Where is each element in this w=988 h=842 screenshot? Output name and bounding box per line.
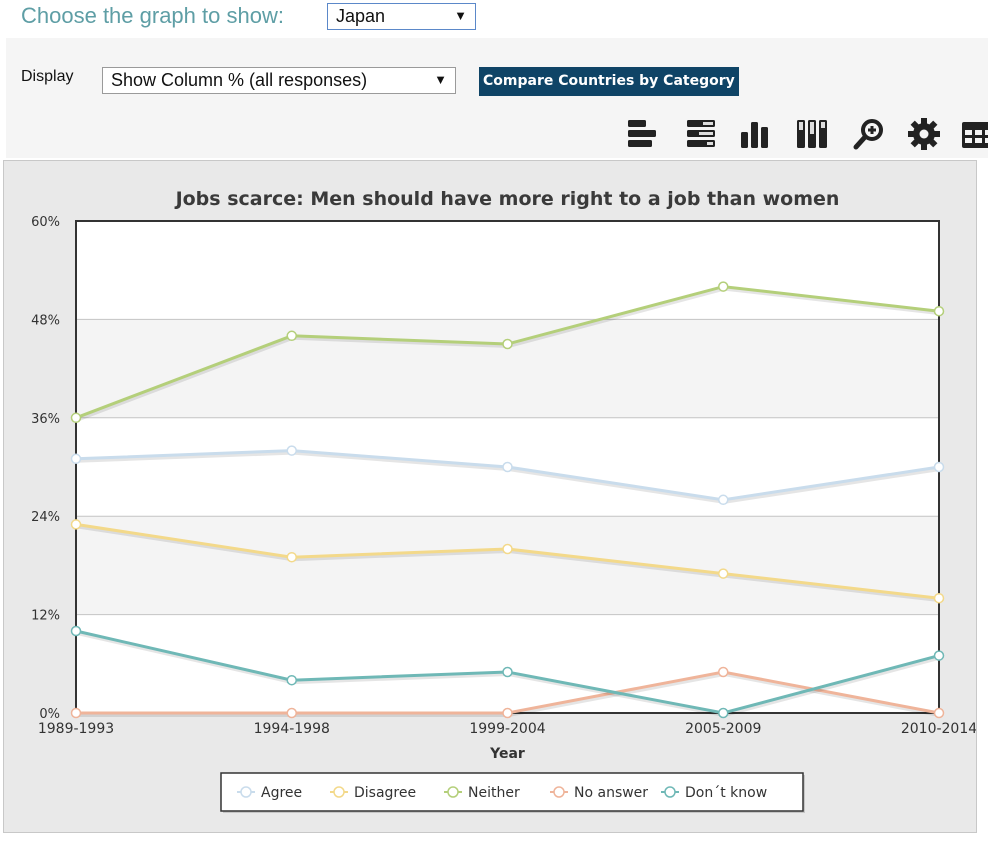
y-tick-label: 60% <box>31 215 60 230</box>
chevron-down-icon: ▼ <box>454 8 467 23</box>
data-point <box>502 707 513 719</box>
x-axis-title: Year <box>489 746 525 762</box>
horizontal-bar-chart-icon[interactable] <box>624 116 660 152</box>
legend-marker <box>447 786 459 798</box>
x-tick-label: 1994-1998 <box>254 721 330 737</box>
gear-icon[interactable] <box>906 116 942 152</box>
country-select-value: Japan <box>336 6 386 26</box>
stacked-horizontal-bar-icon[interactable] <box>683 116 719 152</box>
data-point <box>70 412 82 424</box>
table-icon[interactable] <box>958 116 988 152</box>
line-chart: 0% 12% 24% 36% 48% 60% 1989-1993 1994-1998 1999-… <box>31 188 976 813</box>
data-point <box>70 453 82 465</box>
y-tick-label: 12% <box>31 609 60 624</box>
display-select-value: Show Column % (all responses) <box>111 70 368 90</box>
data-point <box>933 461 945 473</box>
plot-band <box>76 319 939 418</box>
data-point <box>502 338 513 350</box>
data-point <box>718 666 729 678</box>
vertical-bar-chart-icon[interactable] <box>738 116 774 152</box>
y-tick-label: 36% <box>31 412 60 427</box>
data-point <box>933 305 945 317</box>
legend-item-label: No answer <box>574 785 648 801</box>
legend-item-label: Don´t know <box>685 785 767 801</box>
data-point <box>718 494 729 506</box>
data-point <box>286 707 297 719</box>
zoom-icon[interactable] <box>851 116 887 152</box>
data-point <box>286 330 297 342</box>
legend-item-label: Neither <box>468 785 520 801</box>
chart-toolbar: Display Show Column % (all responses) ▼ … <box>6 38 988 158</box>
data-point <box>286 551 297 563</box>
legend-marker <box>333 786 345 798</box>
chart-title: Jobs scarce: Men should have more right … <box>174 188 840 210</box>
data-point <box>933 650 945 661</box>
chart-panel: 0% 12% 24% 36% 48% 60% 1989-1993 1994-1998 1999-… <box>3 160 977 833</box>
plot-band <box>76 516 939 615</box>
data-point <box>70 519 82 530</box>
legend-item-label: Disagree <box>354 785 416 801</box>
data-point <box>286 674 297 686</box>
y-tick-label: 24% <box>31 510 60 525</box>
choose-graph-label: Choose the graph to show: <box>21 3 284 28</box>
y-tick-label: 48% <box>31 313 60 328</box>
legend-item-label: Agree <box>261 785 302 801</box>
x-tick-label: 2010-2014 <box>901 721 976 737</box>
chevron-down-icon: ▼ <box>434 72 447 87</box>
data-point <box>70 625 82 637</box>
legend-marker <box>664 786 676 798</box>
compare-countries-button[interactable]: Compare Countries by Category <box>479 67 739 96</box>
data-point <box>933 707 945 719</box>
legend-marker <box>553 786 565 798</box>
data-point <box>718 568 729 579</box>
data-point <box>718 281 729 292</box>
display-label: Display <box>21 68 74 85</box>
country-select[interactable]: Japan ▼ <box>327 3 476 30</box>
data-point <box>70 707 82 719</box>
data-point <box>502 666 513 678</box>
data-point <box>502 543 513 555</box>
data-point <box>286 445 297 456</box>
display-select[interactable]: Show Column % (all responses) ▼ <box>102 67 456 94</box>
data-point <box>933 592 945 604</box>
data-point <box>502 461 513 473</box>
legend-marker <box>240 786 252 798</box>
x-tick-label: 1989-1993 <box>38 721 114 737</box>
stacked-vertical-bar-icon[interactable] <box>794 116 830 152</box>
data-point <box>718 707 729 719</box>
x-tick-label: 2005-2009 <box>685 721 761 737</box>
legend-box <box>220 772 804 812</box>
y-tick-label: 0% <box>39 707 60 722</box>
graph-selector-row: Choose the graph to show: Japan ▼ <box>0 0 988 36</box>
x-tick-label: 1999-2004 <box>469 721 545 737</box>
